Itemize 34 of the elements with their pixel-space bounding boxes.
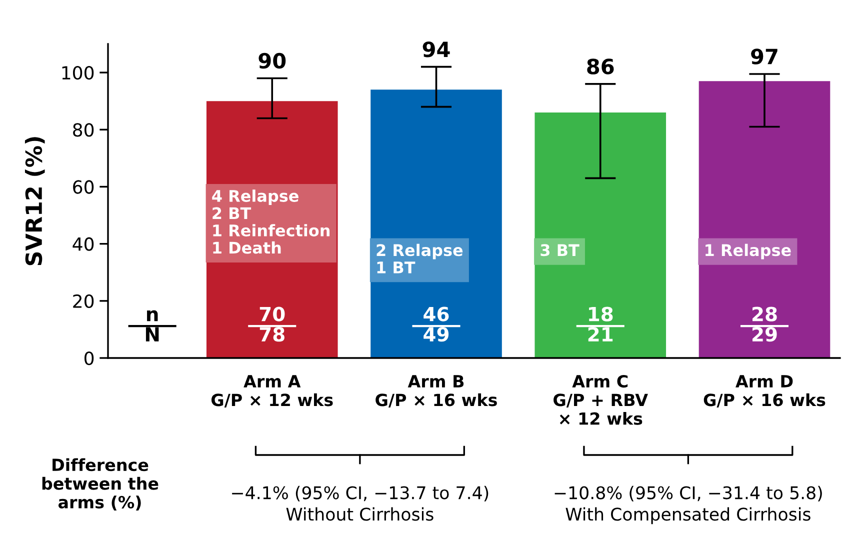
- data-label: 94: [422, 42, 450, 58]
- y-tick-label: 20: [73, 294, 94, 308]
- x-tick-label: Arm C G/P + RBV × 12 wks: [554, 374, 648, 425]
- annotation: 49: [424, 326, 449, 342]
- annotation: 18: [589, 306, 613, 322]
- annotation: 4 Relapse 2 BT 1 Reinfection 1 Death: [212, 190, 330, 254]
- data-label: 90: [258, 52, 286, 69]
- annotation: 70: [260, 306, 285, 322]
- text: Difference between the arms (%): [42, 458, 158, 510]
- annotation: 21: [588, 326, 613, 342]
- x-tick-label: Arm A G/P × 12 wks: [211, 375, 333, 408]
- annotation: 46: [424, 306, 449, 322]
- data-label: 97: [751, 48, 778, 64]
- y-tick-label: 80: [73, 123, 94, 137]
- text: −4.1% (95% CI, −13.7 to 7.4) Without Cirrhosis: [232, 486, 488, 521]
- x-tick-label: Arm D G/P × 16 wks: [704, 375, 826, 408]
- annotation: 1 Relapse: [706, 244, 791, 260]
- data-label: 86: [587, 58, 614, 74]
- y-tick-label: 40: [72, 237, 94, 251]
- y-tick-label: 100: [62, 66, 94, 80]
- bar: [698, 81, 830, 358]
- annotation: 28: [752, 306, 777, 322]
- bar: [534, 112, 666, 358]
- x-tick-label: Arm B G/P × 16 wks: [376, 375, 497, 408]
- y-tick-label: 60: [73, 180, 94, 194]
- y-tick-label: 0: [84, 351, 94, 366]
- annotation: N: [146, 327, 159, 342]
- annotation: 3 BT: [540, 244, 580, 256]
- text: −10.8% (95% CI, −31.4 to 5.8) With Compensated Cirrhosis: [554, 486, 822, 524]
- annotation: 2 Relapse 1 BT: [376, 244, 463, 274]
- annotation: 78: [260, 326, 284, 342]
- annotation: 29: [752, 326, 777, 342]
- annotation: n: [147, 310, 158, 322]
- y-axis-title: SVR12 (%): [24, 137, 45, 266]
